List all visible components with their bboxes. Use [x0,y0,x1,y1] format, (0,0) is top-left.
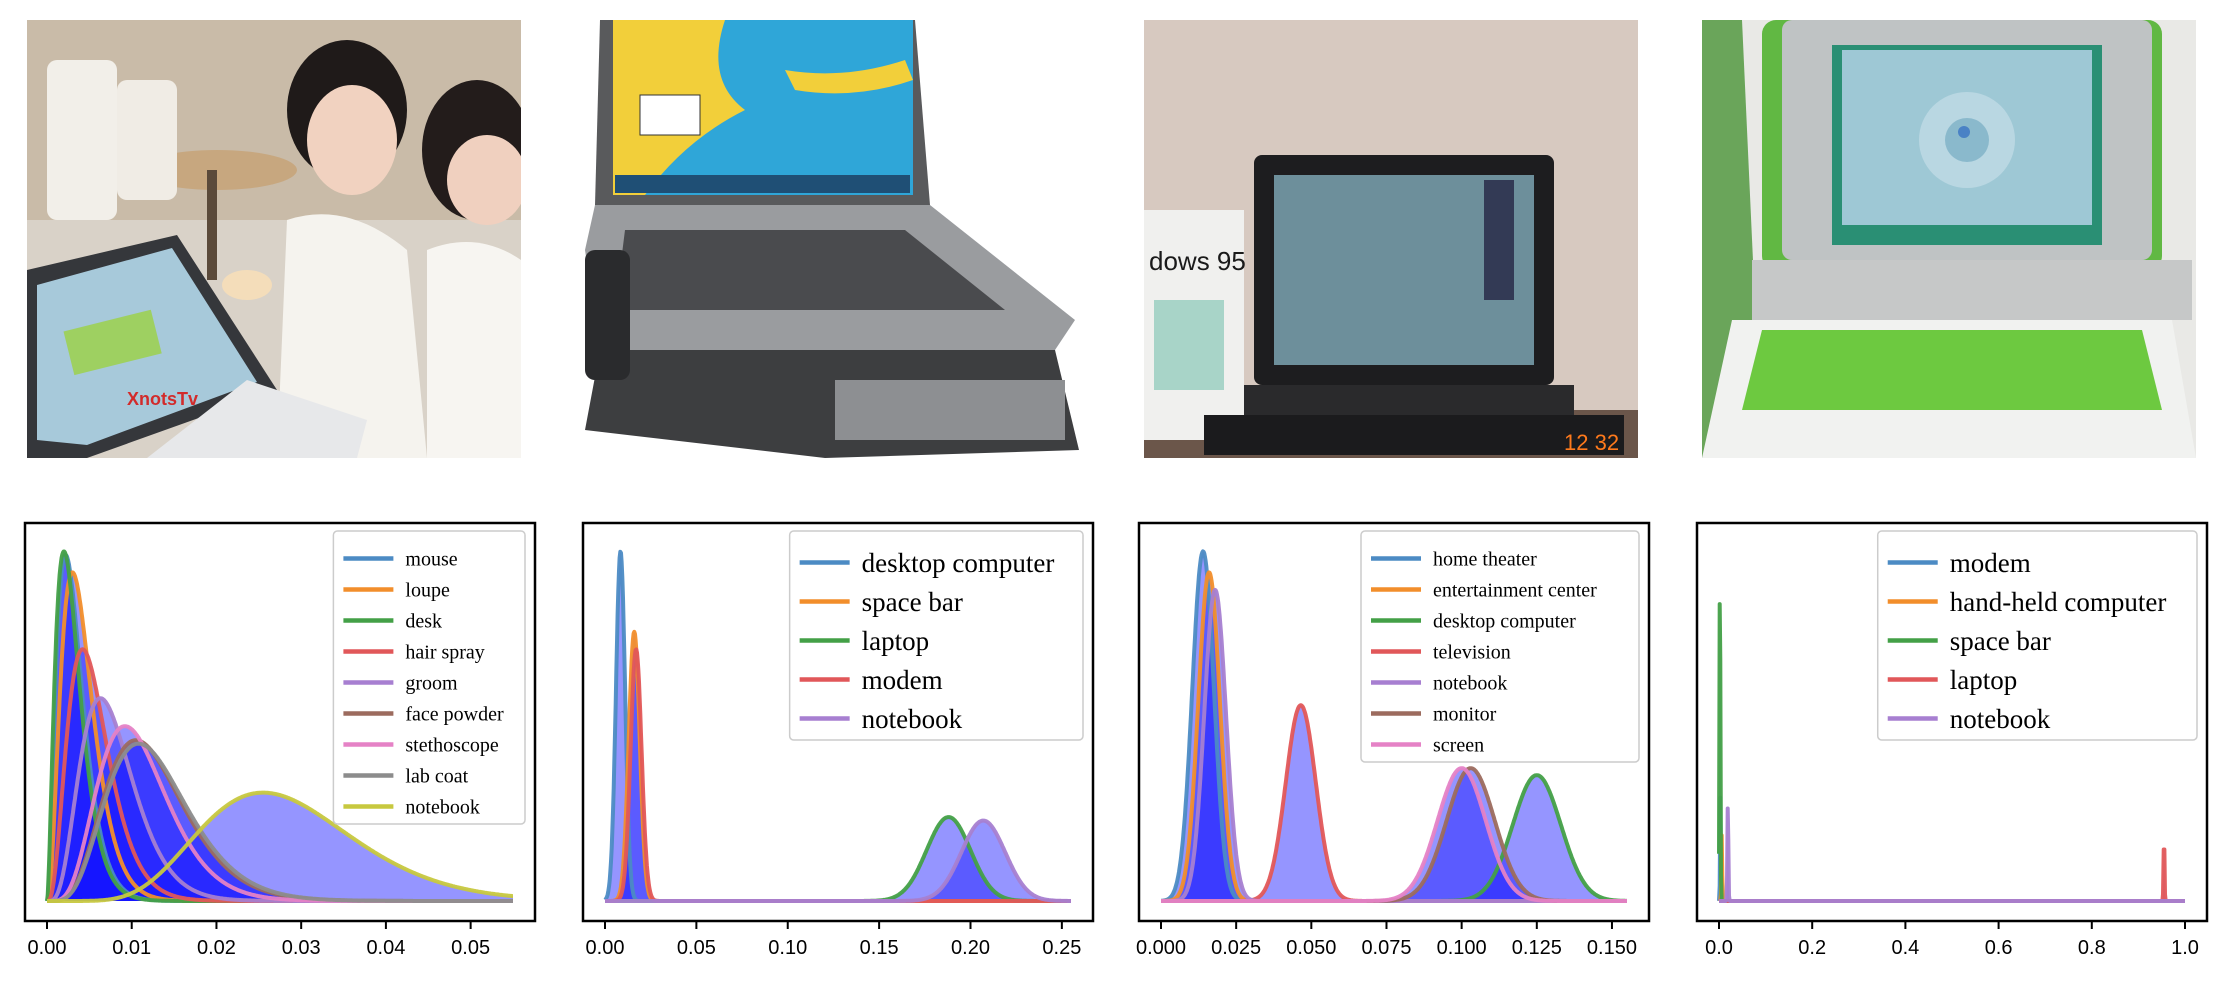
x-tick-label: 0.6 [1985,937,2013,959]
legend-label: groom [405,673,458,695]
series-fill-2 [47,572,513,901]
x-tick-label: 0.2 [1798,937,1826,959]
photo-icon: XnotsTv [27,20,521,458]
x-tick-label: 0.05 [677,937,716,959]
x-tick-label: 0.000 [1136,937,1186,959]
x-tick-label: 0.01 [112,937,151,959]
legend-label: face powder [405,704,504,726]
series-line-notebook [603,818,1073,903]
legend-label: monitor [1433,704,1497,726]
x-tick-label: 0.4 [1891,937,1919,959]
legend-label: space bar [862,587,963,617]
legend-box [332,530,526,825]
series-fill-1 [47,554,513,901]
x-tick-label: 0.15 [860,937,899,959]
legend-label: notebook [1433,673,1507,695]
legend-label: hand-held computer [1950,587,2167,617]
chart-panel-1: 0.00 0.01 0.02 0.03 0.04 0.05 mouse loupe desk ha… [23,521,537,959]
legend-label: lab coat [405,766,468,788]
photo-cafe-laptop: XnotsTv [27,20,521,458]
legend-label: modem [1950,548,2031,578]
series-fill-3 [47,551,513,901]
x-tick-label: 0.0 [1705,937,1733,959]
x-tick-label: 0.8 [2078,937,2106,959]
series-line-notebook [1717,806,2187,903]
series-line-lab-coat [45,741,515,903]
legend-box [1876,530,2198,741]
legend-box [788,530,1084,741]
x-tick-label: 0.075 [1361,937,1411,959]
legend-label: desktop computer [1433,611,1576,633]
chart-panel-3: 0.000 0.025 0.050 0.075 0.100 0.125 0.150 home … [1136,521,1651,959]
x-tick-label: 0.025 [1211,937,1261,959]
series-line-notebook [45,790,515,903]
photo-icon [1702,20,2196,458]
legend-label: screen [1433,735,1484,757]
legend-box [1360,530,1640,763]
photo-icon [585,20,1079,458]
legend-label: modem [862,665,943,695]
legend-label: loupe [405,580,450,602]
x-tick-label: 0.100 [1437,937,1487,959]
legend-label: stethoscope [405,735,498,757]
series-fill-9 [47,792,513,901]
x-tick-label: 0.10 [768,937,807,959]
legend-label: television [1433,642,1511,664]
series-fill-5 [605,820,1071,901]
legend-label: hair spray [405,642,484,664]
x-tick-label: 0.050 [1286,937,1336,959]
legend-label: laptop [1950,665,2018,695]
x-tick-label: 0.125 [1512,937,1562,959]
box-overlay-text: dows 95 [1149,246,1246,276]
photo-rugged-laptop [585,20,1079,458]
series-fill-5 [1161,589,1627,901]
legend-label: mouse [405,549,457,571]
x-tick-label: 0.03 [282,937,321,959]
series-fill-4 [47,649,513,901]
photo-olpc-laptop [1702,20,2196,458]
legend-label: space bar [1950,626,2051,656]
x-tick-label: 0.04 [366,937,405,959]
series-line-screen [1159,766,1629,903]
legend-label: notebook [405,797,479,819]
legend-label: desktop computer [862,548,1055,578]
x-tick-label: 0.02 [197,937,236,959]
photo-windows-laptop: dows 95 12 32 [1144,20,1638,458]
legend-label: home theater [1433,549,1537,571]
legend-label: entertainment center [1433,580,1597,602]
legend-label: notebook [862,704,963,734]
x-tick-label: 0.25 [1042,937,1081,959]
photo-icon: dows 95 12 32 [1144,20,1638,458]
legend-label: notebook [1950,704,2051,734]
legend-label: desk [405,611,442,633]
photo-timestamp: 12 32 [1564,430,1619,455]
x-tick-label: 0.20 [951,937,990,959]
x-tick-label: 0.05 [451,937,490,959]
x-tick-label: 1.0 [2171,937,2199,959]
legend-label: laptop [862,626,930,656]
screen-overlay-text: XnotsTv [127,389,198,409]
series-fill-3 [605,817,1071,901]
chart-panel-4: 0.0 0.2 0.4 0.6 0.8 1.0 modem hand-held compute… [1695,521,2209,959]
x-tick-label: 0.00 [28,937,67,959]
chart-panel-2: 0.00 0.05 0.10 0.15 0.20 0.25 desktop computer… [581,521,1095,959]
x-tick-label: 0.00 [586,937,625,959]
x-tick-label: 0.150 [1587,937,1637,959]
